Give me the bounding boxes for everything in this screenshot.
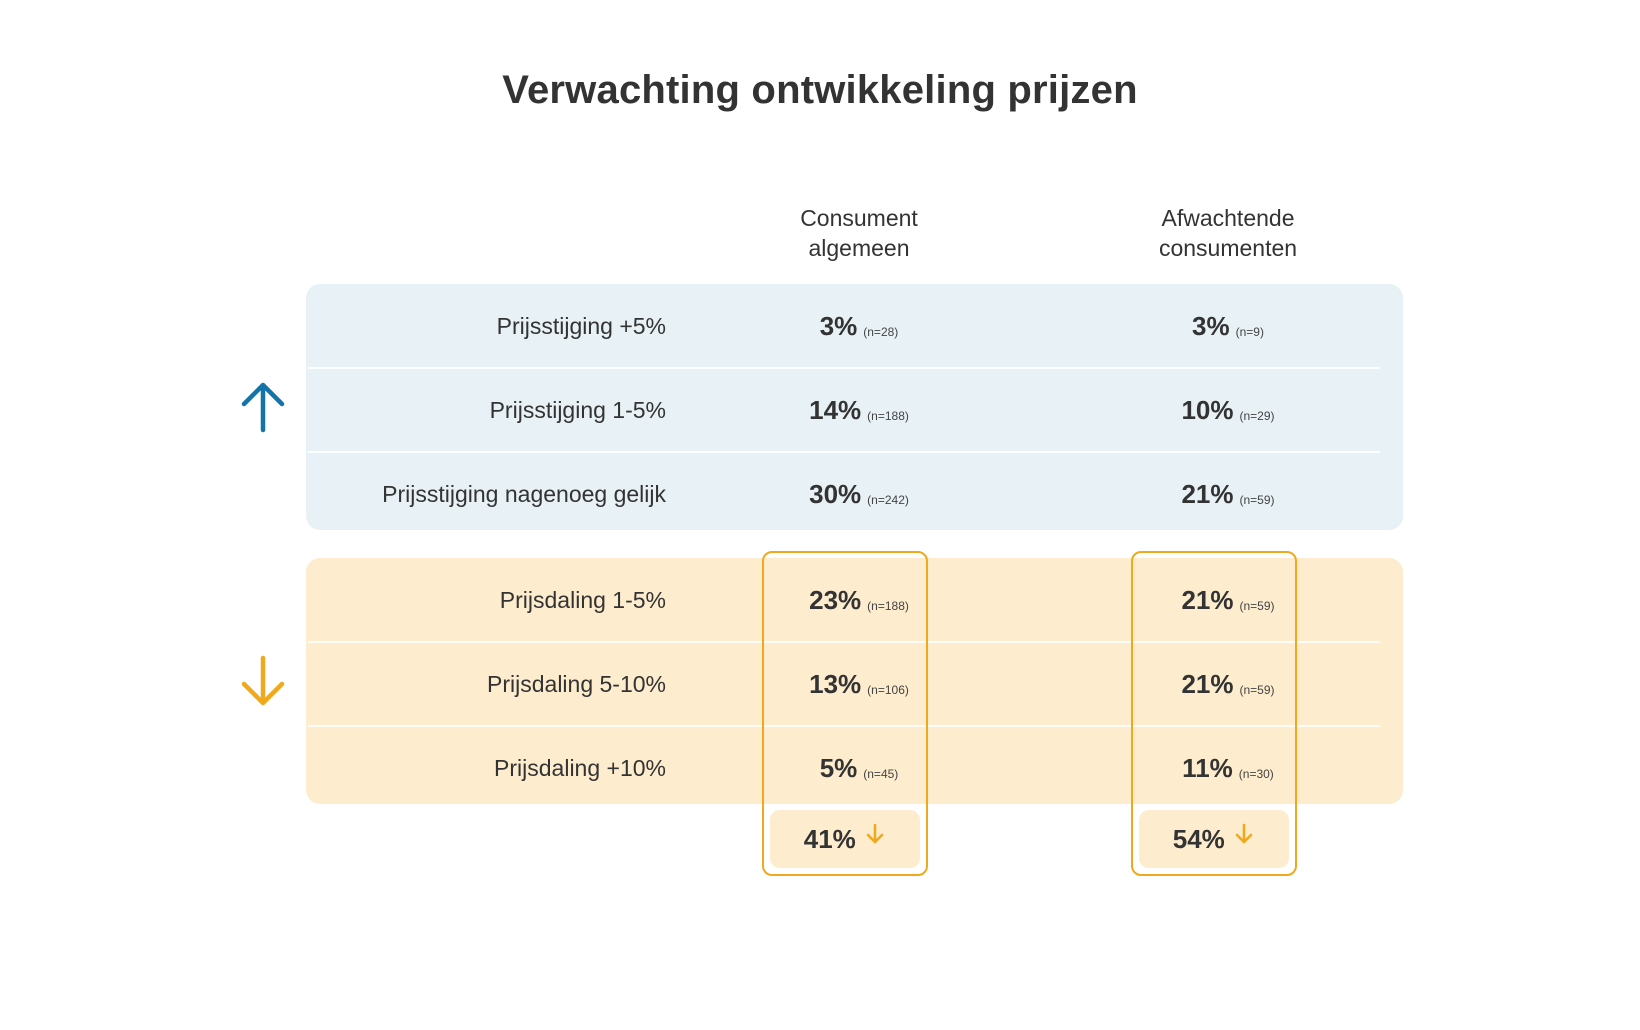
table-row: Prijsdaling 1-5% 23% (n=188) 21% (n=59) [306, 558, 1403, 642]
total-decrease-afwachtende-consumenten: 54% [1139, 810, 1289, 868]
table-row: Prijsdaling 5-10% 13% (n=106) 21% (n=59) [306, 642, 1403, 726]
sample-size: (n=188) [867, 409, 909, 423]
percentage-value: 10% [1181, 395, 1234, 425]
row-divider [308, 641, 1380, 643]
percentage-value: 3% [819, 311, 858, 341]
price-decrease-band [306, 558, 1403, 804]
value-cell: 13% (n=106) [729, 642, 989, 726]
percentage-value: 13% [809, 669, 862, 699]
value-cell: 21% (n=59) [1098, 642, 1358, 726]
row-divider [308, 725, 1380, 727]
row-divider [308, 367, 1380, 369]
row-label: Prijsstijging nagenoeg gelijk [382, 481, 666, 507]
highlight-box-afwachtende-consumenten [1131, 551, 1297, 876]
total-value: 41% [803, 824, 856, 854]
row-label: Prijsdaling 1-5% [499, 587, 666, 613]
percentage-value: 11% [1182, 753, 1233, 783]
column-header-afwachtende-consumenten: Afwachtende consumenten [1098, 203, 1358, 263]
value-cell: 14% (n=188) [729, 368, 989, 452]
arrow-up-icon [240, 381, 286, 433]
column-header-line: consumenten [1158, 235, 1298, 261]
row-label: Prijsdaling +10% [494, 755, 666, 781]
percentage-value: 23% [809, 585, 862, 615]
table-row: Prijsstijging nagenoeg gelijk 30% (n=242) 2… [306, 452, 1403, 536]
sample-size: (n=29) [1239, 409, 1275, 423]
highlight-box-consument-algemeen [762, 551, 928, 876]
value-cell: 11% (n=30) [1098, 726, 1358, 810]
value-cell: 3% (n=9) [1098, 284, 1358, 368]
percentage-value: 21% [1181, 585, 1234, 615]
sample-size: (n=106) [867, 683, 909, 697]
value-cell: 10% (n=29) [1098, 368, 1358, 452]
sample-size: (n=30) [1238, 767, 1274, 781]
table-row: Prijsstijging +5% 3% (n=28) 3% (n=9) [306, 284, 1403, 368]
percentage-value: 21% [1181, 479, 1234, 509]
total-decrease-consument-algemeen: 41% [770, 810, 920, 868]
column-header-line: Afwachtende [1161, 205, 1295, 231]
row-label: Prijsstijging 1-5% [489, 397, 666, 423]
price-increase-band [306, 284, 1403, 530]
percentage-value: 3% [1192, 311, 1230, 341]
arrow-down-icon [240, 655, 286, 707]
sample-size: (n=242) [867, 493, 909, 507]
sample-size: (n=59) [1239, 599, 1275, 613]
value-cell: 30% (n=242) [729, 452, 989, 536]
sample-size: (n=59) [1239, 683, 1275, 697]
sample-size: (n=45) [863, 767, 899, 781]
table-row: Prijsdaling +10% 5% (n=45) 11% (n=30) [306, 726, 1403, 810]
sample-size: (n=59) [1239, 493, 1275, 507]
column-header-consument-algemeen: Consument algemeen [729, 203, 989, 263]
value-cell: 21% (n=59) [1098, 452, 1358, 536]
row-label: Prijsdaling 5-10% [487, 671, 666, 697]
column-header-line: Consument [800, 205, 918, 231]
row-divider [308, 451, 1380, 453]
sample-size: (n=188) [867, 599, 909, 613]
column-header-line: algemeen [808, 235, 910, 261]
percentage-value: 30% [809, 479, 862, 509]
table-row: Prijsstijging 1-5% 14% (n=188) 10% (n=29) [306, 368, 1403, 452]
arrow-down-icon [864, 813, 886, 871]
arrow-down-icon [1233, 813, 1255, 871]
value-cell: 23% (n=188) [729, 558, 989, 642]
total-value: 54% [1172, 824, 1225, 854]
percentage-value: 14% [809, 395, 862, 425]
sample-size: (n=9) [1235, 325, 1264, 339]
value-cell: 3% (n=28) [729, 284, 989, 368]
row-label: Prijsstijging +5% [496, 313, 666, 339]
chart-title: Verwachting ontwikkeling prijzen [502, 68, 1138, 112]
percentage-value: 21% [1181, 669, 1234, 699]
sample-size: (n=28) [863, 325, 899, 339]
value-cell: 21% (n=59) [1098, 558, 1358, 642]
value-cell: 5% (n=45) [729, 726, 989, 810]
percentage-value: 5% [819, 753, 858, 783]
